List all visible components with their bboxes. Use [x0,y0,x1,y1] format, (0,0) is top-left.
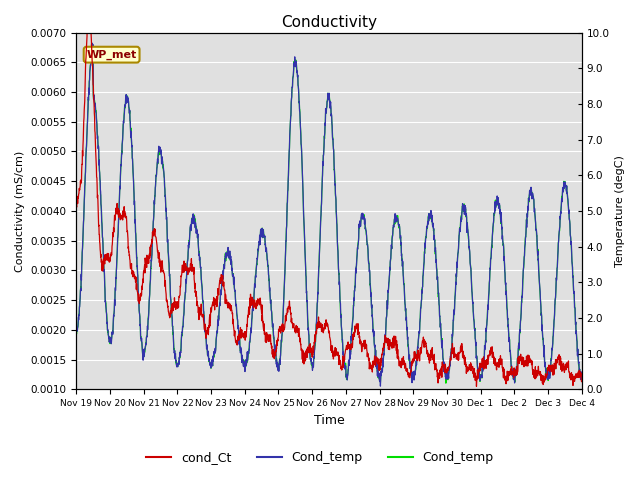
Y-axis label: Conductivity (mS/cm): Conductivity (mS/cm) [15,150,25,272]
Y-axis label: Temperature (degC): Temperature (degC) [615,155,625,267]
Title: Conductivity: Conductivity [281,15,377,30]
Text: WP_met: WP_met [86,49,137,60]
X-axis label: Time: Time [314,414,344,427]
Legend: cond_Ct, Cond_temp, Cond_temp: cond_Ct, Cond_temp, Cond_temp [141,446,499,469]
